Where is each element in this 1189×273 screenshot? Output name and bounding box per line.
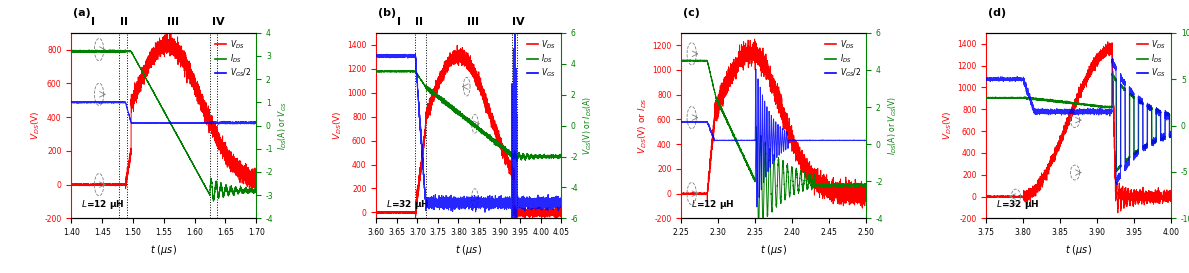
X-axis label: $t\ (\mu s)$: $t\ (\mu s)$ <box>760 243 787 257</box>
X-axis label: $t\ (\mu s)$: $t\ (\mu s)$ <box>150 243 177 257</box>
Text: $L$=32 μH: $L$=32 μH <box>995 198 1039 211</box>
Text: (a): (a) <box>74 8 90 18</box>
Text: $L$=32 μH: $L$=32 μH <box>385 198 429 211</box>
X-axis label: $t\ (\mu s)$: $t\ (\mu s)$ <box>1065 243 1093 257</box>
Text: (c): (c) <box>684 8 700 18</box>
Text: (d): (d) <box>988 8 1006 18</box>
Text: IV: IV <box>212 17 225 27</box>
Y-axis label: $V_{DS}$(V): $V_{DS}$(V) <box>942 111 955 140</box>
Legend: $V_{DS}$, $I_{DS}$, $V_{GS}$: $V_{DS}$, $I_{DS}$, $V_{GS}$ <box>526 37 558 81</box>
Text: III: III <box>467 17 479 27</box>
Text: $L$=12 μH: $L$=12 μH <box>691 198 734 211</box>
Y-axis label: $I_{DS}$(A) or $V_{GS}$(V): $I_{DS}$(A) or $V_{GS}$(V) <box>886 96 899 155</box>
Y-axis label: $V_{GS}$(V) or $I_{DS}$(A): $V_{GS}$(V) or $I_{DS}$(A) <box>581 96 593 155</box>
Y-axis label: $I_{DS}$(A) or $V_{GS}$: $I_{DS}$(A) or $V_{GS}$ <box>276 101 289 150</box>
Text: I: I <box>397 17 401 27</box>
Text: II: II <box>415 17 423 27</box>
Y-axis label: $V_{DS}$(V): $V_{DS}$(V) <box>332 111 345 140</box>
Legend: $V_{DS}$, $I_{DS}$, $V_{GS}$: $V_{DS}$, $I_{DS}$, $V_{GS}$ <box>1135 37 1168 81</box>
Text: $L$=12 μH: $L$=12 μH <box>81 198 124 211</box>
Y-axis label: $V_{DS}$(V): $V_{DS}$(V) <box>29 111 42 140</box>
Legend: $V_{DS}$, $I_{DS}$, $V_{GS}$/2: $V_{DS}$, $I_{DS}$, $V_{GS}$/2 <box>824 37 862 81</box>
X-axis label: $t\ (\mu s)$: $t\ (\mu s)$ <box>455 243 483 257</box>
Y-axis label: $V_{DS}$(V) or $I_{DS}$: $V_{DS}$(V) or $I_{DS}$ <box>637 97 649 154</box>
Text: (b): (b) <box>378 8 396 18</box>
Text: III: III <box>166 17 180 27</box>
Text: I: I <box>90 17 95 27</box>
Text: II: II <box>120 17 127 27</box>
Legend: $V_{DS}$, $I_{DS}$, $V_{GS}$/2: $V_{DS}$, $I_{DS}$, $V_{GS}$/2 <box>214 37 252 81</box>
Text: IV: IV <box>511 17 524 27</box>
